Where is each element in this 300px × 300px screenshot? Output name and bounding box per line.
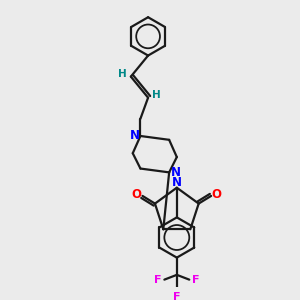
Text: F: F	[173, 292, 181, 300]
Text: N: N	[171, 166, 181, 179]
Text: H: H	[118, 69, 127, 79]
Text: N: N	[172, 176, 182, 189]
Text: F: F	[192, 274, 200, 285]
Text: F: F	[154, 274, 161, 285]
Text: O: O	[132, 188, 142, 202]
Text: O: O	[212, 188, 222, 202]
Text: N: N	[130, 128, 140, 142]
Text: H: H	[152, 90, 161, 100]
